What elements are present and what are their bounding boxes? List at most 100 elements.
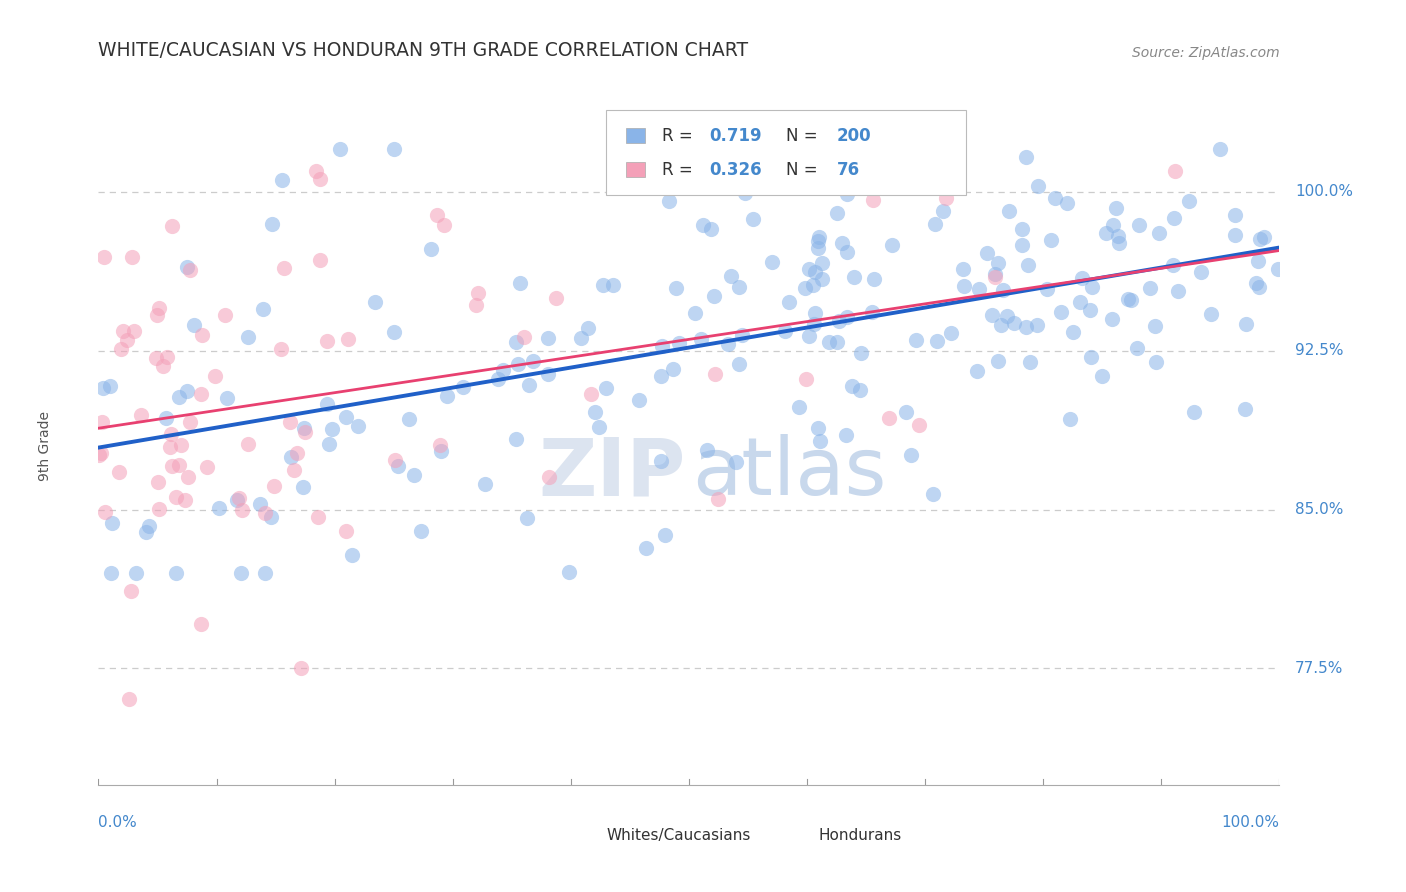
Point — [731, 327, 754, 342]
Point — [93, 505, 115, 519]
Point — [921, 487, 943, 501]
Point — [1233, 402, 1256, 417]
Point — [537, 469, 560, 483]
Point — [430, 444, 453, 458]
Point — [283, 462, 305, 476]
Point — [214, 308, 236, 322]
Point — [924, 217, 946, 231]
Text: Whites/Caucasians: Whites/Caucasians — [606, 829, 751, 843]
Point — [115, 333, 138, 347]
Point — [1225, 228, 1247, 243]
Point — [703, 367, 725, 381]
Point — [707, 491, 730, 506]
Point — [689, 332, 711, 346]
Point — [100, 566, 122, 581]
Point — [318, 437, 340, 451]
Point — [1011, 221, 1033, 235]
Point — [990, 318, 1012, 332]
Point — [851, 346, 873, 360]
Point — [576, 321, 599, 335]
Point — [720, 269, 742, 284]
Point — [426, 208, 449, 222]
Point — [1244, 277, 1267, 291]
Point — [1080, 350, 1102, 364]
Point — [270, 173, 292, 187]
Point — [1059, 412, 1081, 426]
Point — [1182, 405, 1205, 419]
Point — [1164, 163, 1187, 178]
Point — [335, 409, 357, 424]
Point — [170, 438, 193, 452]
Point — [432, 218, 454, 232]
Text: 0.326: 0.326 — [709, 161, 762, 179]
Point — [93, 250, 115, 264]
Point — [1018, 355, 1040, 369]
Point — [683, 306, 706, 320]
Point — [1126, 342, 1149, 356]
Point — [1234, 317, 1257, 331]
Point — [877, 410, 900, 425]
Point — [1026, 318, 1049, 332]
Point — [811, 272, 834, 286]
Point — [1002, 316, 1025, 330]
Point — [1056, 195, 1078, 210]
Point — [998, 204, 1021, 219]
Point — [557, 565, 579, 579]
Point — [110, 342, 132, 356]
Point — [420, 242, 443, 256]
Point — [1071, 271, 1094, 285]
Point — [263, 479, 285, 493]
Point — [129, 408, 152, 422]
Point — [225, 493, 247, 508]
Point — [236, 329, 259, 343]
Point — [650, 454, 672, 468]
Point — [307, 510, 329, 524]
FancyBboxPatch shape — [626, 162, 644, 178]
Point — [305, 163, 328, 178]
Point — [89, 448, 111, 462]
Point — [976, 245, 998, 260]
Point — [465, 298, 488, 312]
Point — [1209, 143, 1232, 157]
Point — [179, 415, 201, 429]
Text: 0.0%: 0.0% — [98, 815, 138, 830]
Point — [665, 281, 688, 295]
Point — [117, 692, 139, 706]
Point — [1069, 295, 1091, 310]
Point — [827, 205, 849, 219]
Point — [831, 235, 853, 250]
Point — [636, 541, 658, 555]
Point — [177, 470, 200, 484]
Text: R =: R = — [662, 161, 697, 179]
Point — [512, 329, 534, 343]
Point — [509, 276, 531, 290]
Point — [90, 445, 112, 459]
Text: WHITE/CAUCASIAN VS HONDURAN 9TH GRADE CORRELATION CHART: WHITE/CAUCASIAN VS HONDURAN 9TH GRADE CO… — [98, 40, 748, 60]
Point — [984, 269, 1007, 284]
Point — [1199, 307, 1222, 321]
Point — [169, 458, 191, 472]
Point — [1177, 194, 1199, 209]
Point — [309, 172, 332, 186]
Point — [1094, 226, 1116, 240]
Text: N =: N = — [786, 161, 823, 179]
Point — [1017, 258, 1039, 272]
Point — [849, 383, 872, 397]
Point — [492, 363, 515, 377]
Point — [1119, 293, 1142, 308]
Point — [165, 490, 187, 504]
Point — [505, 334, 527, 349]
Point — [825, 334, 848, 349]
Point — [724, 455, 747, 469]
Point — [146, 475, 169, 490]
Point — [1144, 355, 1167, 369]
Point — [728, 280, 751, 294]
Point — [803, 317, 825, 331]
Point — [761, 255, 783, 269]
Point — [862, 272, 884, 286]
Point — [835, 187, 858, 202]
Point — [995, 309, 1018, 323]
Point — [787, 400, 810, 414]
Point — [1078, 303, 1101, 318]
Text: 200: 200 — [837, 127, 872, 145]
